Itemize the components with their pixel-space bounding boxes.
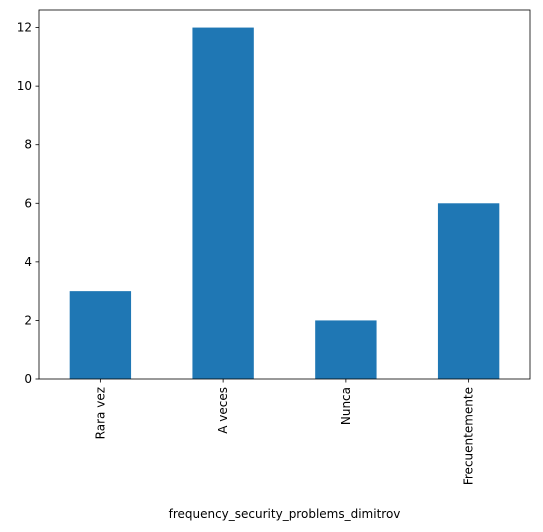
x-axis: Rara vez A veces Nunca Frecuentemente — [93, 379, 476, 485]
bars-group — [69, 27, 500, 379]
y-tick-label-5: 10 — [17, 79, 32, 93]
bar-2 — [315, 320, 377, 379]
x-tick-label-1: A veces — [216, 387, 230, 434]
y-tick-label-6: 12 — [17, 21, 32, 35]
plot-frame — [38, 9, 531, 380]
y-tick-label-1: 2 — [24, 313, 32, 327]
x-tick-label-2: Nunca — [339, 387, 353, 425]
bar-0 — [69, 291, 132, 379]
x-tick-label-0: Rara vez — [93, 387, 107, 439]
x-tick-label-3: Frecuentemente — [462, 387, 476, 485]
y-tick-label-0: 0 — [24, 372, 32, 386]
bar-1 — [192, 27, 254, 379]
bar-3 — [437, 203, 500, 379]
x-axis-title: frequency_security_problems_dimitrov — [169, 507, 401, 521]
y-tick-label-3: 6 — [24, 196, 32, 210]
y-axis: 0 2 4 6 8 10 12 — [17, 21, 39, 386]
y-tick-label-2: 4 — [24, 255, 32, 269]
y-tick-label-4: 8 — [24, 138, 32, 152]
